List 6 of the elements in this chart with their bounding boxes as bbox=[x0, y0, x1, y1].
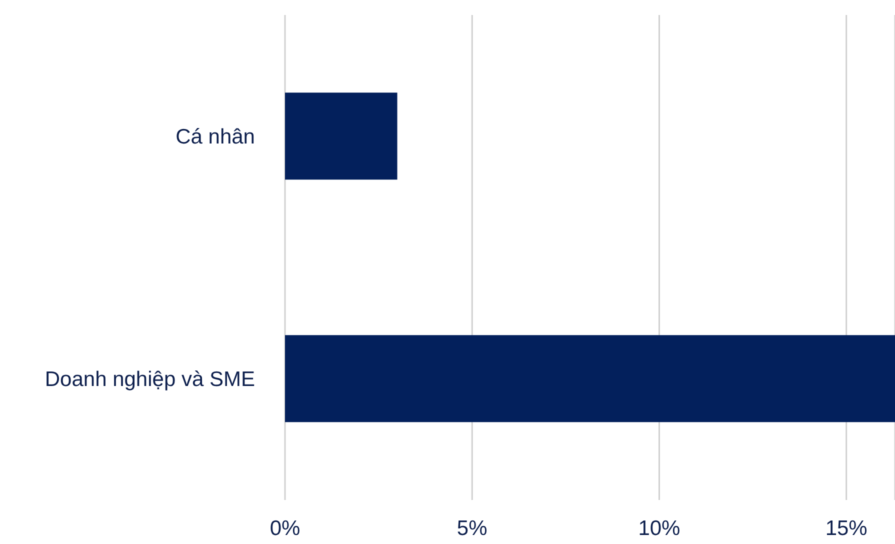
y-tick-label: Cá nhân bbox=[176, 126, 255, 149]
x-tick-label: 5% bbox=[456, 516, 488, 540]
x-tick-label: 15% bbox=[825, 516, 868, 540]
x-tick-label: 10% bbox=[638, 516, 680, 540]
x-tick-label: 0% bbox=[270, 516, 300, 540]
y-tick-label: Doanh nghiệp và SME bbox=[44, 368, 255, 392]
